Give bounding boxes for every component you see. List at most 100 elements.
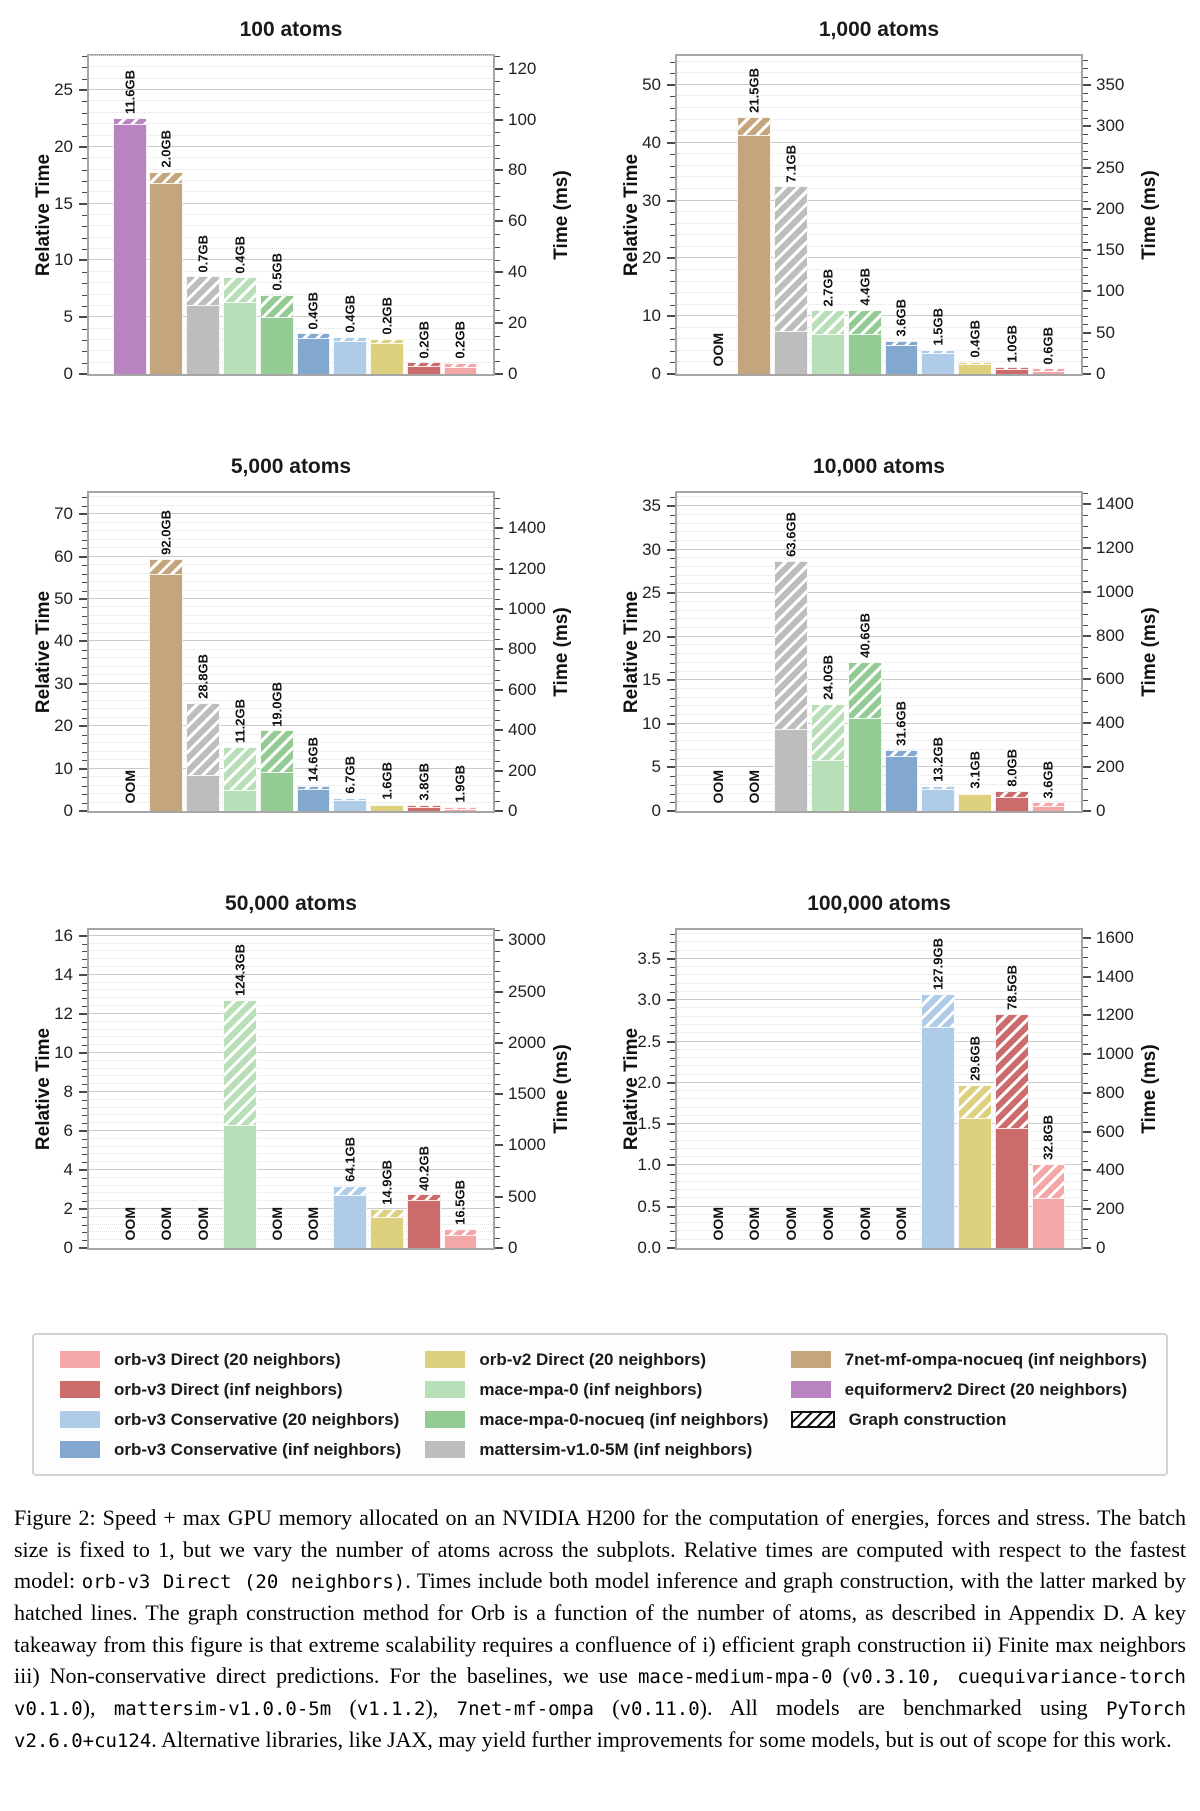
right-tick-label: 2500 — [508, 981, 546, 1001]
right-minor-tick — [1083, 734, 1088, 736]
left-tick — [79, 767, 87, 770]
left-minor-tick — [670, 73, 675, 75]
left-minor-tick — [670, 1223, 675, 1225]
left-minor-tick — [82, 990, 87, 992]
bar-graph-construction-mace-mpa-0-nocueq-inf-neighbors — [259, 730, 294, 772]
right-minor-tick — [1083, 1083, 1088, 1085]
left-minor-tick — [82, 339, 87, 341]
right-tick-label: 400 — [1096, 713, 1125, 733]
bar-graph-construction-orb-v3-direct-inf-neighbors — [406, 1194, 441, 1201]
right-minor-tick — [495, 740, 500, 742]
figure-caption: Figure 2: Speed + max GPU memory allocat… — [14, 1502, 1186, 1755]
bar-orb-v3-direct-inf-neighbors — [406, 366, 441, 374]
left-minor-tick — [670, 339, 675, 341]
memory-label: 31.6GB — [893, 701, 909, 747]
left-minor-tick — [82, 1146, 87, 1148]
right-minor-tick — [1083, 117, 1088, 119]
left-minor-tick — [82, 1232, 87, 1234]
legend-column-1: orb-v3 Direct (20 neighbors) orb-v3 Direc… — [60, 1347, 425, 1462]
left-minor-tick — [82, 1037, 87, 1039]
left-tick — [79, 202, 87, 205]
right-tick-label: 1200 — [1096, 537, 1134, 557]
bar-graph-construction-orb-v3-direct-20-neighbors — [443, 1228, 478, 1236]
memory-label: 24.0GB — [820, 655, 836, 700]
left-tick — [667, 810, 675, 812]
left-minor-tick — [82, 1123, 87, 1125]
subplot-100-atoms: 100 atoms 11.6GB 2.0GB 0.7GB 0.4GB 0.5GB 0.4GB… — [17, 8, 595, 445]
left-minor-tick — [82, 624, 87, 626]
gridline — [677, 1180, 1081, 1182]
left-minor-tick — [670, 269, 675, 271]
gridline — [677, 522, 1081, 524]
oom-label: OOM — [195, 1206, 212, 1240]
left-tick-label: 50 — [54, 589, 73, 608]
bar-orb-v3-direct-inf-neighbors — [406, 1200, 441, 1248]
left-minor-tick — [670, 246, 675, 248]
gridline — [89, 589, 493, 591]
gridline — [89, 248, 493, 250]
gridline — [677, 653, 1081, 655]
right-minor-tick — [495, 971, 500, 973]
right-minor-tick — [1083, 274, 1088, 276]
right-minor-tick — [1083, 1218, 1088, 1220]
bar-graph-construction-orb-v3-conservative-20-neighbors — [921, 994, 956, 1028]
subplot-50000-atoms: 50,000 atoms OOM OOM OOM 124.3GB OOM OOM 64.1GB… — [17, 882, 595, 1319]
right-tick-label: 500 — [508, 1186, 537, 1206]
bar-graph-construction-orb-v3-conservative-inf-neighbors — [296, 786, 331, 789]
right-minor-tick — [495, 1124, 500, 1126]
gridline — [677, 982, 1081, 984]
right-tick-label: 250 — [1096, 157, 1125, 177]
bar-graph-construction-orb-v3-direct-20-neighbors — [1031, 1163, 1066, 1199]
left-minor-tick — [82, 1154, 87, 1156]
right-minor-tick — [495, 558, 500, 560]
right-tick — [1083, 249, 1091, 252]
right-minor-tick — [1083, 1025, 1088, 1026]
color-swatch-icon — [425, 1411, 466, 1428]
color-swatch-icon — [425, 1381, 466, 1398]
bar-mace-mpa-0-nocueq-inf-neighbors — [847, 717, 882, 811]
left-minor-tick — [670, 671, 675, 673]
right-minor-tick — [1083, 1199, 1088, 1201]
left-tick-label: 0 — [63, 364, 73, 383]
left-minor-tick — [82, 1068, 87, 1070]
right-minor-tick — [495, 588, 500, 590]
gridline — [677, 257, 1081, 259]
right-tick — [1083, 1014, 1091, 1017]
right-tick-label: 1500 — [508, 1084, 546, 1104]
gridline — [677, 245, 1081, 247]
right-tick-label: 1000 — [1096, 1044, 1134, 1064]
left-minor-tick — [82, 539, 87, 541]
right-tick-label: 0 — [508, 364, 518, 383]
gridline — [677, 1057, 1081, 1059]
gridline — [677, 222, 1081, 224]
gridline — [89, 640, 493, 642]
legend-label: orb-v2 Direct (20 neighbors) — [479, 1349, 707, 1369]
right-minor-tick — [1083, 646, 1088, 648]
left-minor-tick — [670, 1099, 675, 1101]
memory-label: 3.1GB — [967, 751, 983, 789]
gridline — [677, 566, 1081, 568]
gridline — [677, 1147, 1081, 1149]
gridline — [677, 1213, 1081, 1215]
bar-graph-construction-orb-v3-conservative-20-neighbors — [333, 797, 368, 800]
gridline — [677, 95, 1081, 97]
right-minor-tick — [495, 1104, 500, 1106]
memory-label: 7.1GB — [783, 144, 799, 183]
right-minor-tick — [495, 699, 500, 701]
legend-item-equiformerv2-direct-20-neighbors: equiformerv2 Direct (20 neighbors) — [790, 1377, 1156, 1402]
bar-orb-v2-direct-20-neighbors — [370, 805, 404, 811]
left-minor-tick — [670, 154, 675, 156]
left-minor-tick — [670, 1058, 675, 1060]
right-tick-label: 400 — [1096, 1160, 1125, 1180]
gridline — [89, 530, 493, 532]
legend-item-mace-mpa-0-nocueq-inf-neighbors: mace-mpa-0-nocueq (inf neighbors) — [425, 1407, 790, 1432]
right-minor-tick — [1083, 150, 1088, 152]
plot-area: OOM OOM 63.6GB 24.0GB 40.6GB 31.6GB 13.2GB 3.1G… — [675, 491, 1083, 813]
right-minor-tick — [495, 1063, 500, 1065]
left-minor-tick — [82, 573, 87, 575]
left-minor-tick — [670, 212, 675, 214]
bar-graph-construction-orb-v2-direct-20-neighbors — [370, 803, 404, 806]
memory-label: 0.5GB — [269, 252, 285, 291]
left-minor-tick — [82, 700, 87, 702]
gridline — [89, 989, 493, 991]
